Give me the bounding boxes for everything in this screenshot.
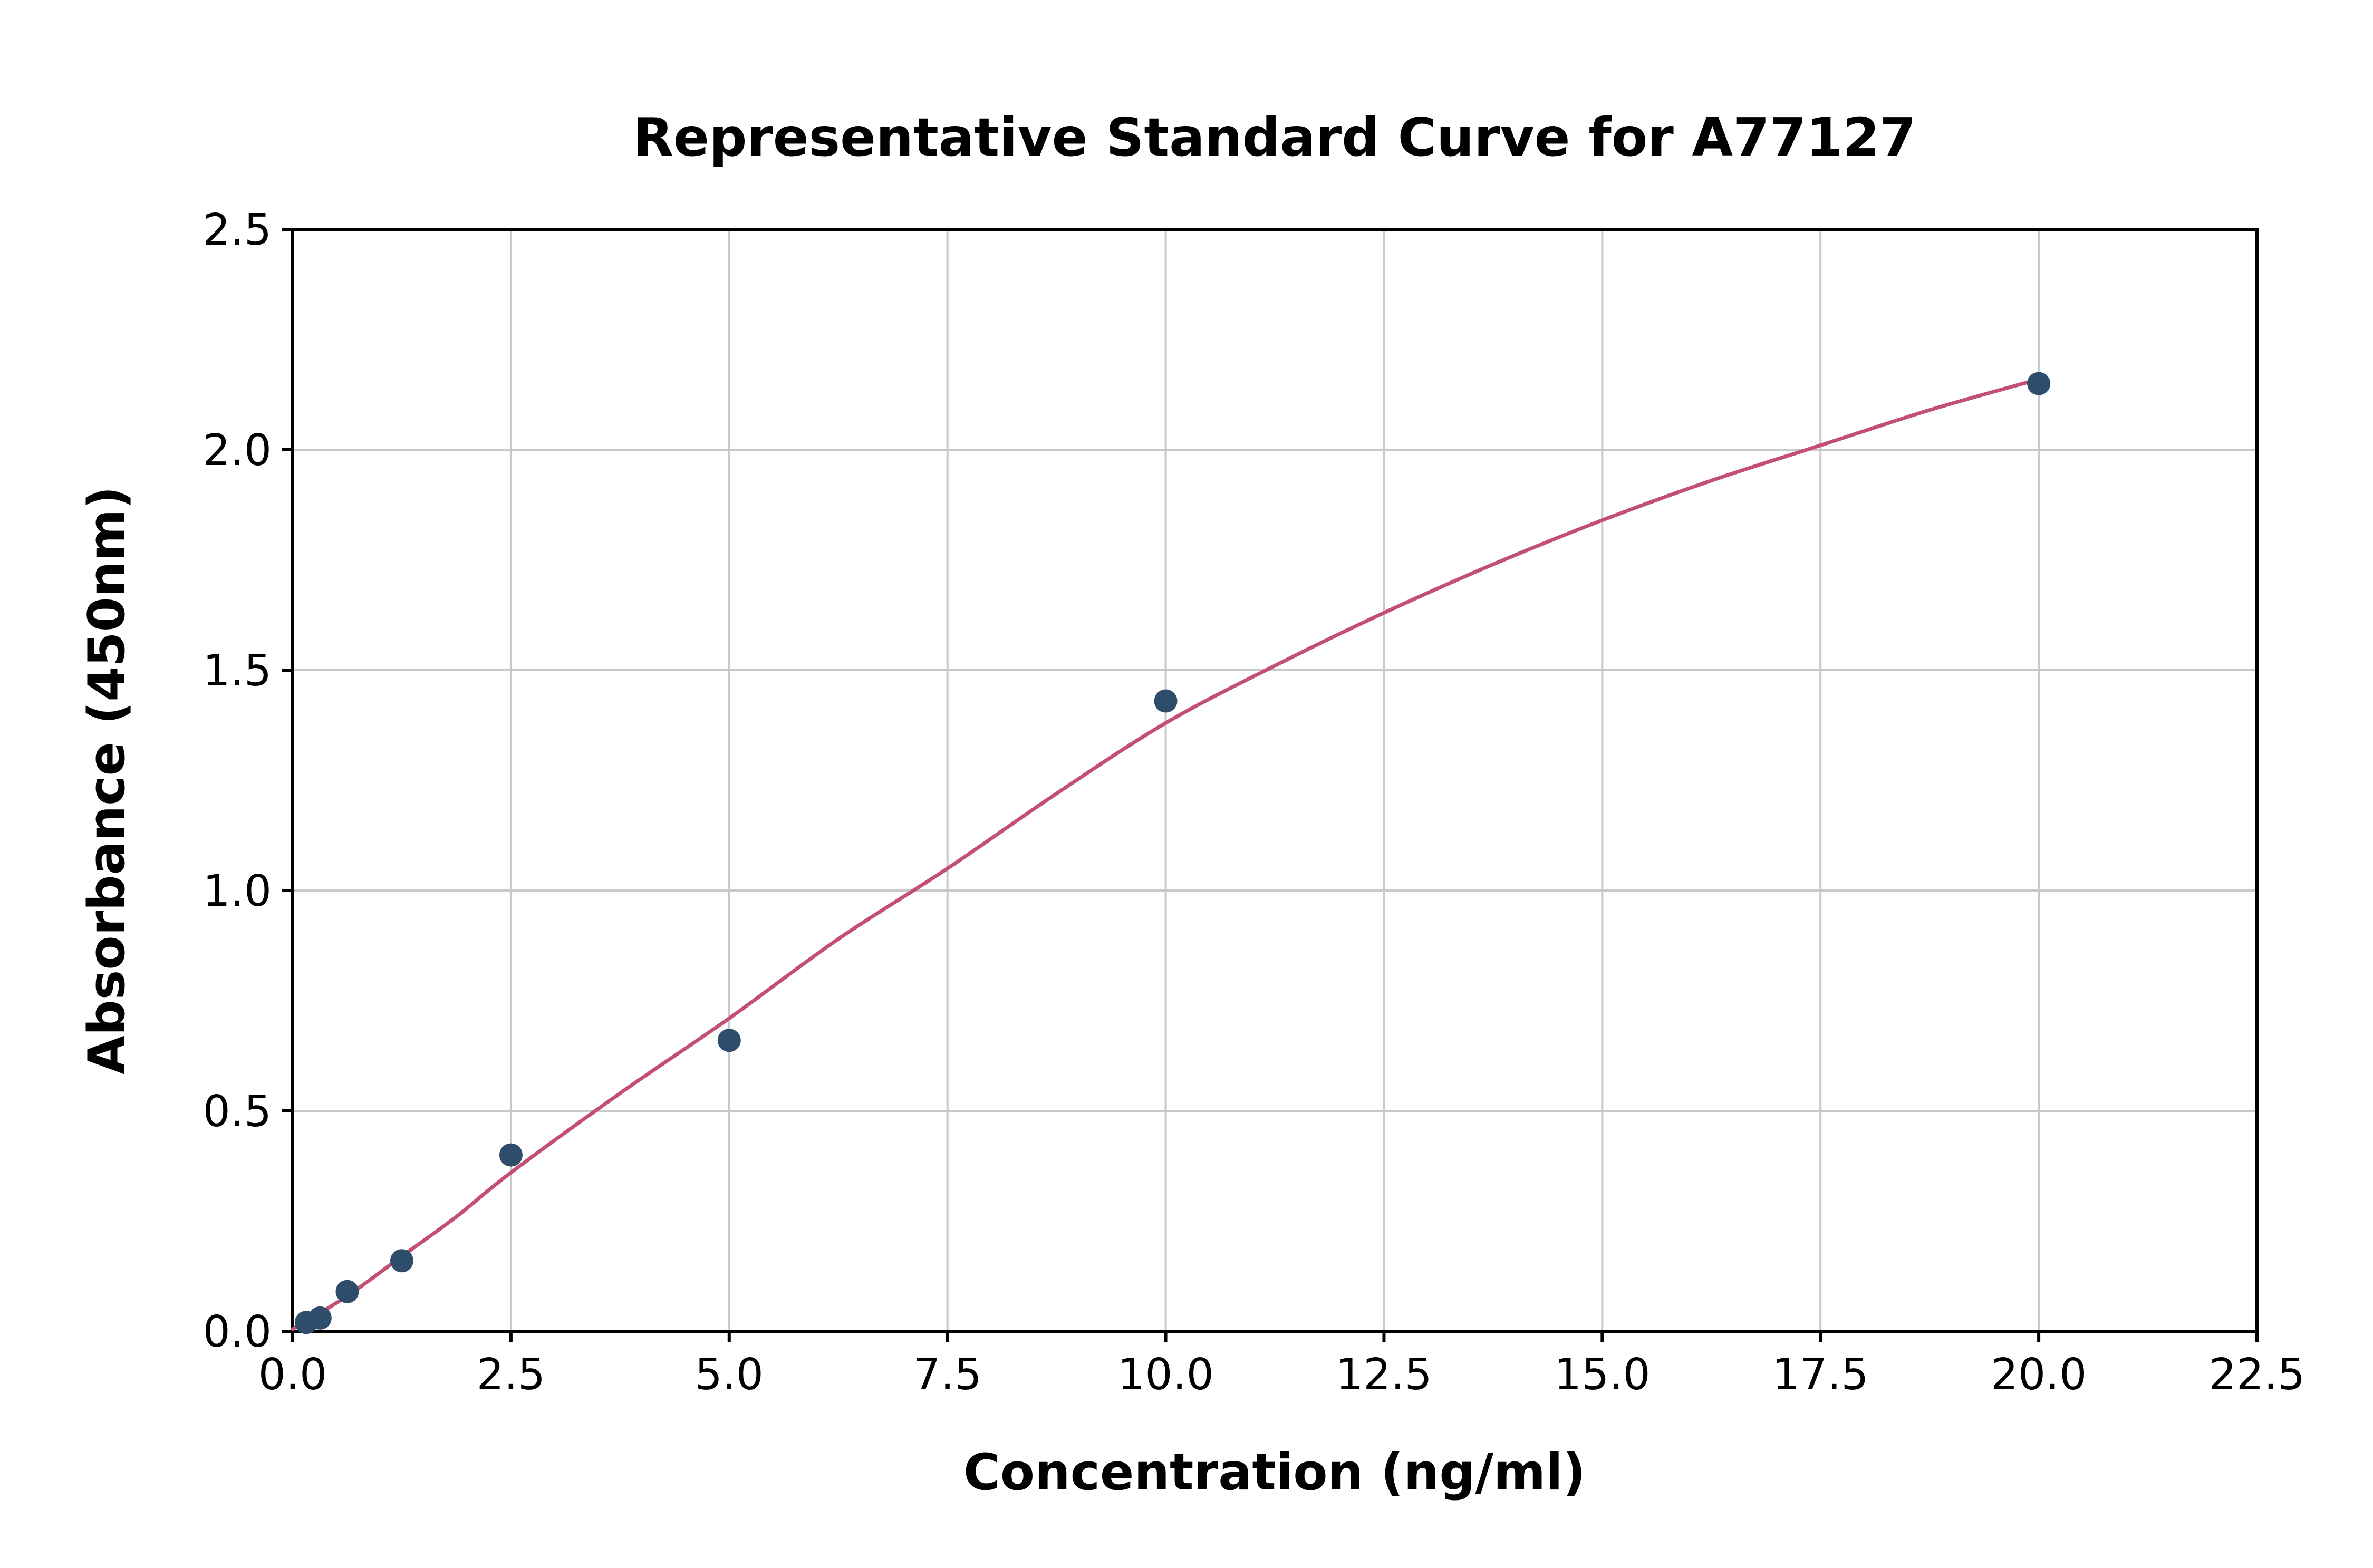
x-tick-label: 20.0 [1991, 1350, 2087, 1400]
x-tick-label: 10.0 [1117, 1350, 1214, 1400]
data-point [308, 1306, 332, 1330]
data-point [335, 1280, 359, 1303]
chart-title: Representative Standard Curve for A77127 [633, 107, 1916, 168]
y-tick-label: 1.0 [203, 866, 272, 916]
x-tick-label: 2.5 [477, 1350, 545, 1400]
x-tick-label: 12.5 [1336, 1350, 1432, 1400]
y-tick-label: 2.0 [203, 425, 272, 476]
data-point [1154, 689, 1178, 713]
x-tick-label: 15.0 [1554, 1350, 1651, 1400]
data-point [390, 1249, 413, 1273]
x-tick-label: 7.5 [913, 1350, 981, 1400]
x-axis-label: Concentration (ng/ml) [963, 1444, 1586, 1502]
fit-curve [291, 377, 2041, 1331]
plot-frame [291, 228, 2259, 1333]
x-tick-label: 0.0 [258, 1350, 327, 1400]
y-axis-label: Absorbance (450nm) [78, 486, 136, 1075]
plot-area: 0.0 2.5 5.0 7.5 10.0 12.5 15.0 17.5 20.0 22.5 0.0 0… [203, 205, 2306, 1400]
x-tick-label: 5.0 [695, 1350, 764, 1400]
data-point [2027, 372, 2051, 395]
x-tick-label: 17.5 [1772, 1350, 1869, 1400]
y-tick-label: 2.5 [203, 205, 272, 255]
y-tick-label: 0.0 [203, 1307, 272, 1357]
x-tick-label: 22.5 [2209, 1350, 2306, 1400]
data-point [717, 1029, 741, 1052]
y-tick-label: 1.5 [203, 646, 272, 696]
y-tick-label: 0.5 [203, 1087, 272, 1137]
data-point [499, 1143, 523, 1167]
